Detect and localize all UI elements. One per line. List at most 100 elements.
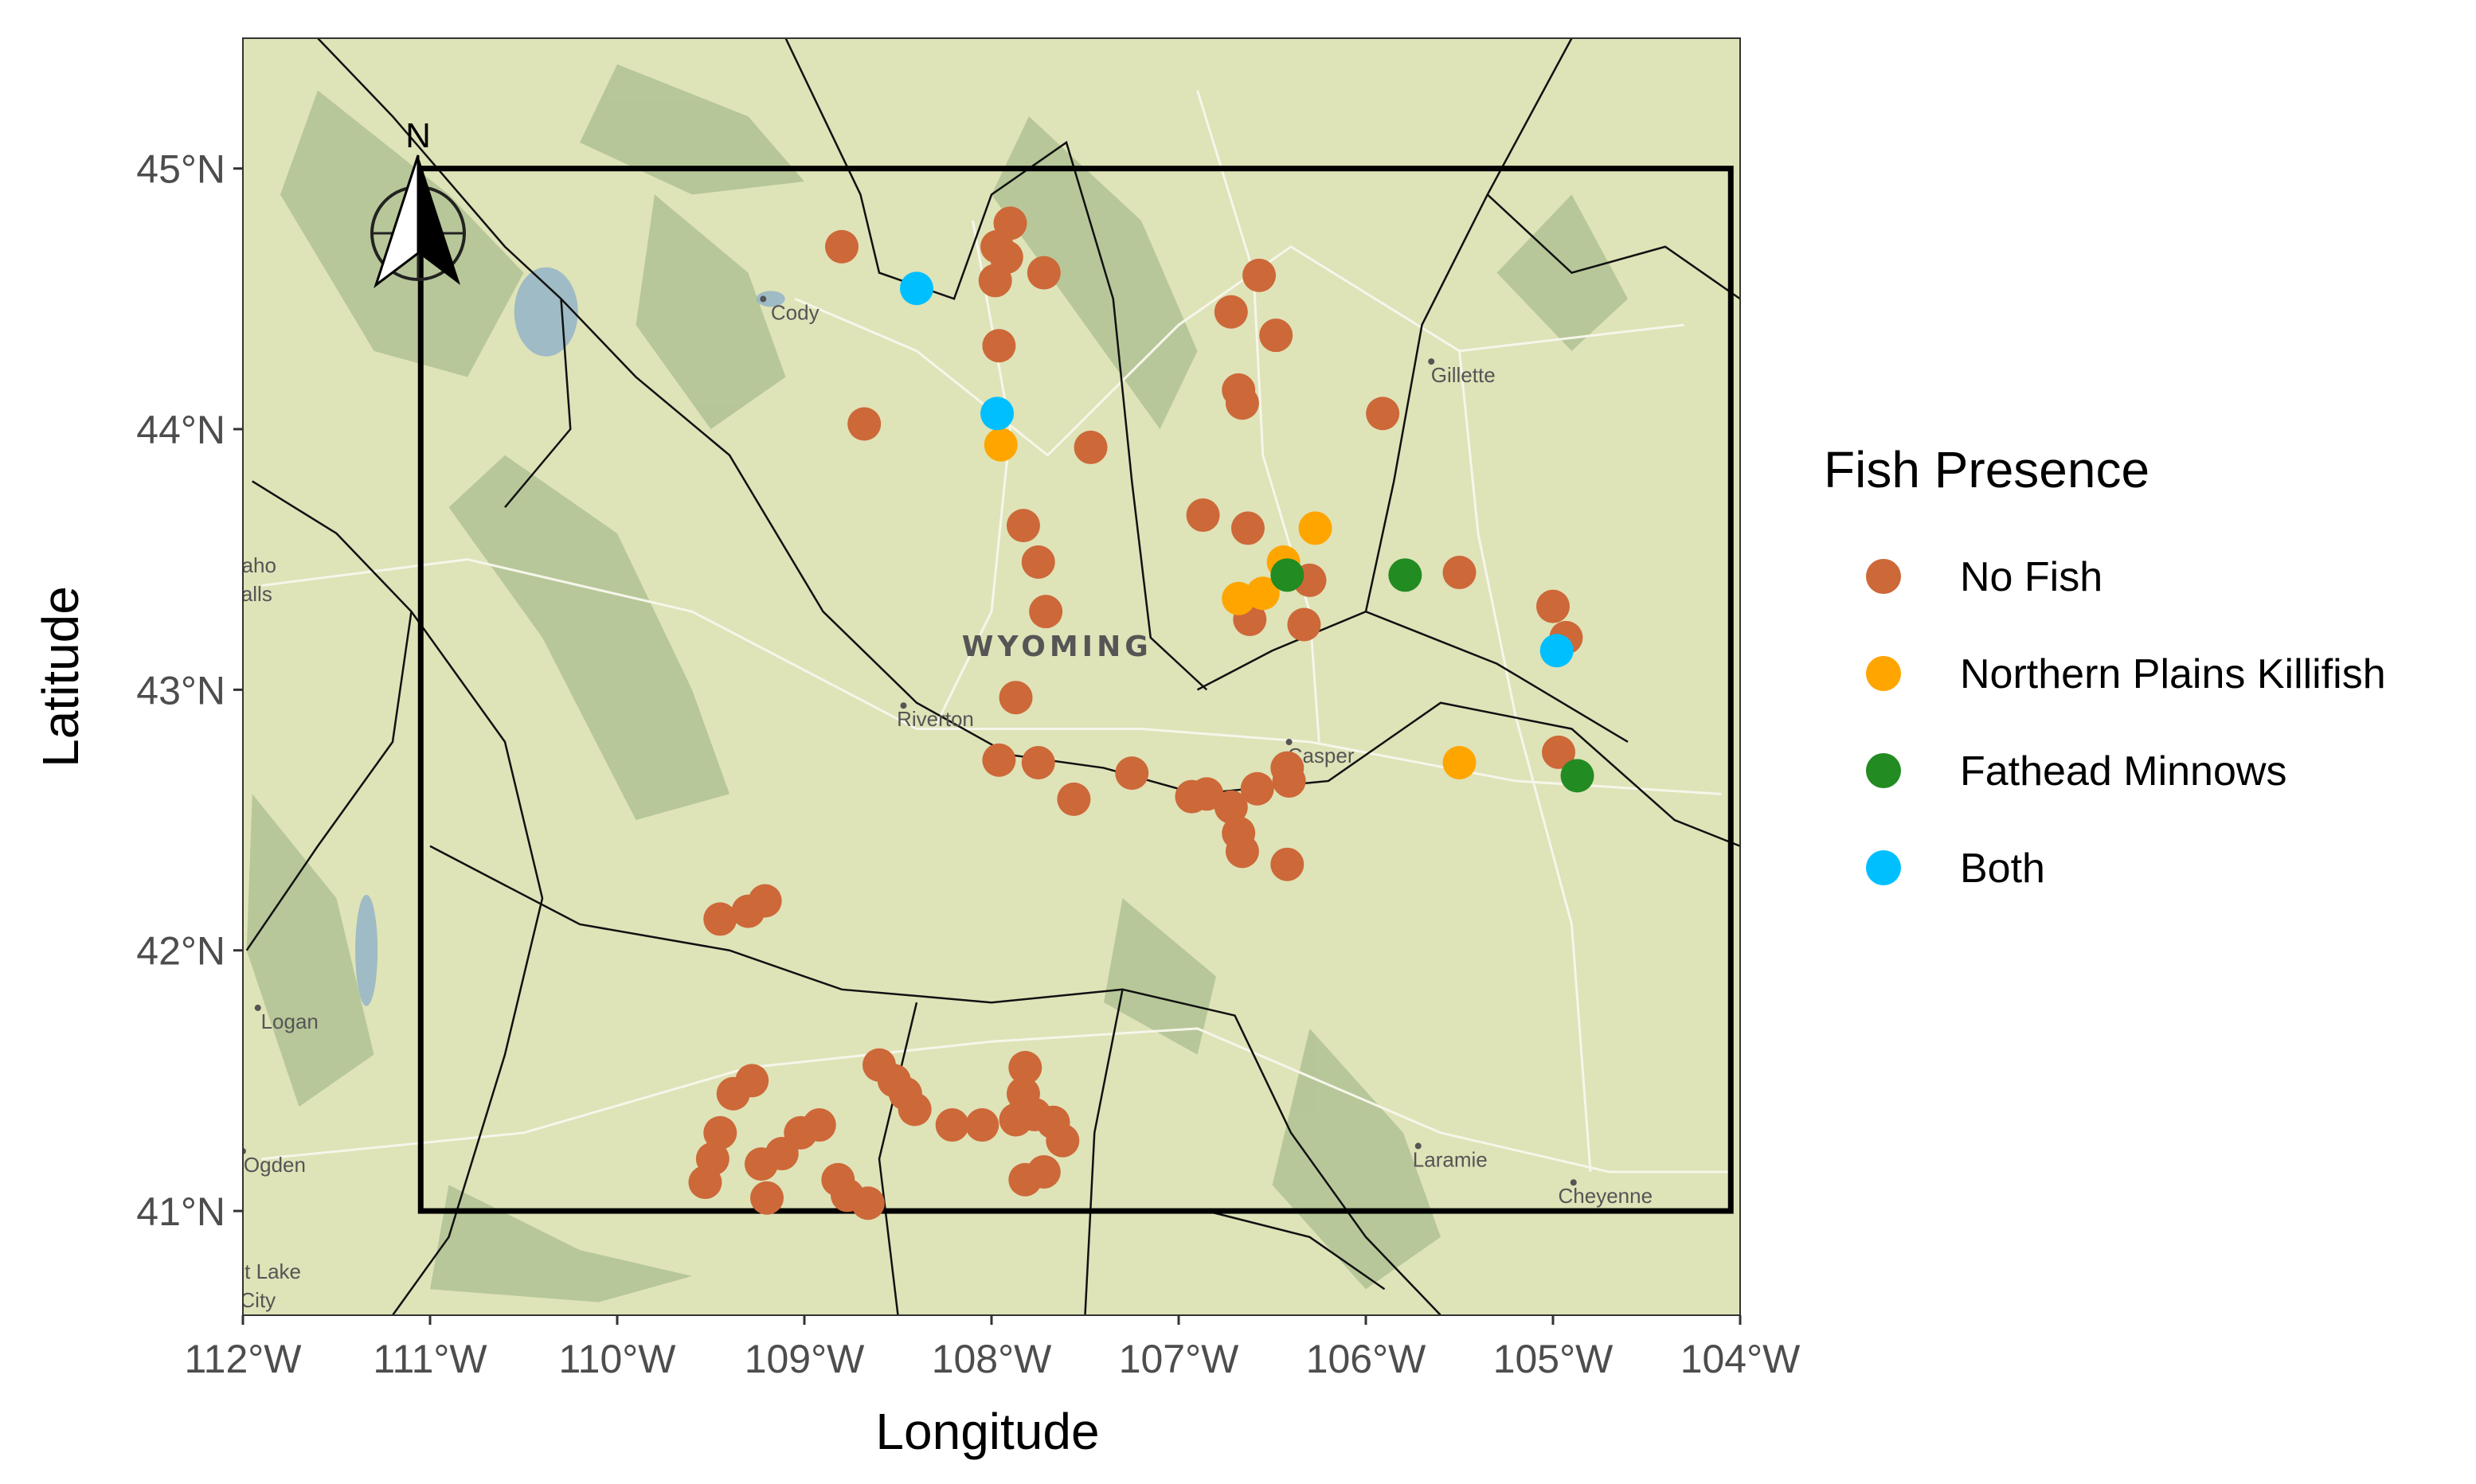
road: [934, 220, 1012, 727]
city-marker: [1414, 1142, 1422, 1150]
point-no-fish: [982, 329, 1016, 363]
point-no-fish: [1021, 746, 1055, 780]
city-marker: [1570, 1179, 1577, 1186]
boundary-line: [1084, 989, 1124, 1315]
north-arrow-label: N: [405, 116, 431, 155]
point-no-fish: [851, 1186, 885, 1220]
point-no-fish: [1214, 790, 1248, 824]
terrain-patch: [1272, 1028, 1441, 1290]
legend-label-no-fish: No Fish: [1960, 554, 2102, 600]
point-no-fish: [1366, 396, 1400, 431]
point-fathead-minnows: [1388, 558, 1422, 592]
boundary-line: [1486, 193, 1740, 300]
boundary-line: [1364, 38, 1573, 612]
terrain-patch: [1496, 194, 1628, 351]
y-tick-label: 43°N: [136, 668, 225, 713]
boundary-line: [317, 38, 572, 509]
point-no-fish: [1442, 556, 1477, 590]
point-no-fish: [1225, 386, 1259, 420]
point-no-fish: [703, 902, 737, 936]
terrain-patch: [580, 64, 804, 195]
water-bodies: [355, 267, 785, 1006]
reservoir: [756, 291, 785, 307]
point-no-fish: [1046, 1123, 1080, 1158]
place-labels: WYOMINGCodyGilletteRivertonCasperLaramie…: [215, 295, 1653, 1312]
y-axis-ticks: 41°N 42°N 43°N 44°N 45°N: [136, 147, 243, 1234]
state-label: WYOMING: [962, 631, 1152, 663]
point-northern-plains-killifish: [1298, 511, 1332, 545]
terrain-patch: [636, 194, 786, 430]
point-both: [980, 396, 1015, 431]
city-label: Falls: [229, 582, 272, 606]
y-tick-label: 45°N: [136, 147, 225, 192]
x-tick-label: 110°W: [559, 1337, 677, 1381]
bear-lake: [355, 894, 378, 1006]
sample-points: [688, 206, 1594, 1220]
legend-key-northern-plains-killifish: [1866, 656, 1901, 691]
y-axis-title: Latitude: [32, 586, 89, 767]
point-no-fish: [825, 229, 859, 264]
terrain-patch: [1104, 898, 1216, 1055]
city-marker: [760, 295, 767, 303]
point-no-fish: [1057, 782, 1091, 816]
city-label: Riverton: [897, 707, 974, 731]
city-label: Logan: [261, 1010, 319, 1033]
mountain-terrain-shading: [246, 64, 1628, 1302]
point-no-fish: [1287, 607, 1321, 642]
x-tick-label: 109°W: [745, 1337, 865, 1381]
x-tick-label: 108°W: [932, 1337, 1052, 1381]
point-no-fish: [847, 407, 882, 441]
terrain-patch: [246, 794, 374, 1107]
legend: Fish Presence No Fish Northern Plains Kil…: [1824, 441, 2386, 892]
point-no-fish: [688, 1166, 722, 1200]
x-tick-label: 111°W: [373, 1337, 487, 1381]
boundary-line: [391, 611, 544, 1315]
legend-key-fathead-minnows: [1866, 753, 1901, 788]
point-no-fish: [999, 681, 1033, 715]
point-no-fish: [802, 1108, 836, 1142]
point-northern-plains-killifish: [1222, 581, 1256, 615]
point-no-fish: [982, 743, 1016, 777]
city-label: City: [240, 1288, 276, 1312]
point-no-fish: [1536, 589, 1570, 623]
point-no-fish: [1186, 498, 1220, 533]
terrain-patch: [448, 455, 730, 821]
road: [261, 558, 1722, 795]
legend-label-fathead-minnows: Fathead Minnows: [1960, 748, 2286, 795]
point-no-fish: [1259, 318, 1293, 353]
road: [1196, 90, 1320, 742]
north-arrow-icon: N: [370, 116, 466, 289]
point-fathead-minnows: [1560, 759, 1594, 793]
y-tick-label: 42°N: [136, 929, 225, 974]
city-marker: [254, 1004, 261, 1011]
point-no-fish: [703, 1115, 737, 1150]
legend-key-no-fish: [1866, 559, 1901, 594]
point-no-fish: [1240, 771, 1274, 806]
x-axis-title: Longitude: [875, 1403, 1099, 1460]
city-label: Gillette: [1431, 363, 1496, 387]
road: [1458, 350, 1592, 1173]
city-label: Cheyenne: [1559, 1184, 1653, 1208]
terrain-patch: [992, 116, 1198, 430]
city-marker: [215, 549, 221, 555]
point-northern-plains-killifish: [984, 428, 1018, 462]
city-marker: [1428, 358, 1435, 365]
point-both: [1539, 634, 1574, 668]
yellowstone-lake: [514, 267, 578, 357]
point-no-fish: [935, 1108, 969, 1142]
point-no-fish: [1074, 430, 1108, 464]
point-northern-plains-killifish: [1442, 746, 1477, 780]
legend-key-both: [1866, 850, 1901, 885]
point-no-fish: [1272, 763, 1306, 798]
point-no-fish: [978, 264, 1012, 298]
point-no-fish: [1008, 1051, 1042, 1085]
road: [261, 1027, 1731, 1174]
point-no-fish: [965, 1108, 999, 1142]
y-tick-label: 41°N: [136, 1189, 225, 1234]
point-no-fish: [750, 1181, 784, 1215]
city-label: Cody: [771, 301, 819, 325]
boundary-line: [429, 845, 1441, 1315]
point-no-fish: [1029, 595, 1063, 629]
point-no-fish: [1542, 735, 1576, 769]
